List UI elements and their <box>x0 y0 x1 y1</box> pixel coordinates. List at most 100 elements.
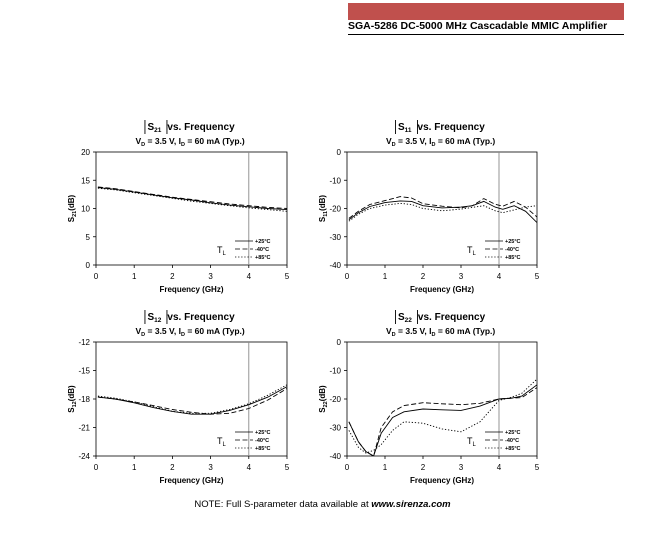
header-underline <box>348 34 624 35</box>
x-tick-label: 5 <box>535 272 540 281</box>
title-subscript: 11 <box>405 127 412 134</box>
legend-t-sub: L <box>223 251 227 257</box>
ylabel-s-letter: S <box>318 216 327 222</box>
x-tick-label: 4 <box>247 272 252 281</box>
title-abs-bar-left <box>395 120 396 134</box>
y-tick-label: -40 <box>329 452 341 461</box>
ylabel-unit: (dB) <box>318 195 327 211</box>
chart-subtitle: VD = 3.5 V, ID = 60 mA (Typ.) <box>386 326 495 338</box>
subtitle-vd-sub: D <box>141 142 145 148</box>
subtitle-v: V <box>136 136 142 146</box>
subtitle-main: = 3.5 V, I <box>145 326 181 336</box>
chart-title: S11 vs. Frequency <box>398 122 485 134</box>
title-abs-bar-right <box>417 310 418 324</box>
title-s-letter: S <box>148 122 155 133</box>
chart-title: S21 vs. Frequency <box>148 122 236 134</box>
ylabel-subscript: 21 <box>72 211 78 217</box>
footer-link[interactable]: www.sirenza.com <box>371 499 451 510</box>
title-abs-bar-left <box>395 310 396 324</box>
y-axis-label: S22(dB) <box>318 385 329 413</box>
subtitle-end: = 60 mA (Typ.) <box>435 136 495 146</box>
ylabel-s-letter: S <box>67 407 76 413</box>
y-tick-label: 0 <box>337 148 342 157</box>
legend-temperature-label: TL <box>467 436 477 448</box>
series-line-dotted <box>348 378 537 454</box>
x-tick-label: 2 <box>421 463 426 472</box>
ylabel-subscript: 11 <box>323 211 329 217</box>
title-subscript: 12 <box>154 317 162 324</box>
x-tick-label: 5 <box>535 463 540 472</box>
legend-temperature-label: TL <box>217 245 227 257</box>
x-tick-label: 1 <box>383 463 388 472</box>
subtitle-id-sub: D <box>181 332 185 338</box>
footer-note-text: NOTE: Full S-parameter data available at <box>194 499 372 510</box>
x-tick-label: 5 <box>285 463 290 472</box>
subtitle-end: = 60 mA (Typ.) <box>435 326 495 336</box>
title-suffix: vs. Frequency <box>167 122 235 133</box>
legend-label: +85°C <box>255 255 271 261</box>
y-tick-label: -24 <box>78 452 90 461</box>
subtitle-vd-sub: D <box>392 142 396 148</box>
subtitle-main: = 3.5 V, I <box>145 136 181 146</box>
x-tick-label: 4 <box>247 463 252 472</box>
legend-label: +25°C <box>505 430 521 436</box>
legend-temperature-label: TL <box>467 245 477 257</box>
y-tick-label: 0 <box>86 261 91 270</box>
y-tick-label: 20 <box>81 148 90 157</box>
title-abs-bar-right <box>417 120 418 134</box>
series-line-dashed <box>348 387 537 456</box>
x-tick-label: 3 <box>459 463 464 472</box>
ylabel-s-letter: S <box>318 407 327 413</box>
y-tick-label: -20 <box>329 205 341 214</box>
y-tick-label: 0 <box>337 338 342 347</box>
subtitle-vd-sub: D <box>392 332 396 338</box>
legend-t: T <box>467 245 473 255</box>
subtitle-main: = 3.5 V, I <box>396 136 432 146</box>
x-tick-label: 5 <box>285 272 290 281</box>
y-tick-label: 5 <box>86 233 91 242</box>
x-tick-label: 4 <box>497 463 502 472</box>
title-s-letter: S <box>398 122 405 133</box>
legend-t: T <box>217 436 223 446</box>
x-tick-label: 2 <box>170 463 175 472</box>
series-line-solid <box>97 187 287 211</box>
subtitle-id-sub: D <box>432 142 436 148</box>
x-axis-label: Frequency (GHz) <box>410 476 474 485</box>
x-tick-label: 2 <box>170 272 175 281</box>
y-tick-label: -10 <box>329 367 341 376</box>
page-header-title: SGA-5286 DC-5000 MHz Cascadable MMIC Amp… <box>348 20 608 32</box>
legend-temperature-label: TL <box>217 436 227 448</box>
y-tick-label: -30 <box>329 233 341 242</box>
y-tick-label: -20 <box>329 395 341 404</box>
legend-label: +85°C <box>505 446 521 452</box>
y-tick-label: 10 <box>81 205 90 214</box>
legend-label: +25°C <box>255 430 271 436</box>
legend-label: -40°C <box>505 438 519 444</box>
title-abs-bar-left <box>144 310 146 324</box>
title-subscript: 21 <box>154 127 162 134</box>
y-tick-label: 15 <box>81 176 90 185</box>
x-tick-label: 0 <box>94 463 99 472</box>
subtitle-vd-sub: D <box>141 332 145 338</box>
legend-label: -40°C <box>255 247 269 253</box>
x-tick-label: 1 <box>132 272 137 281</box>
x-tick-label: 3 <box>208 272 213 281</box>
title-abs-bar-left <box>144 120 146 134</box>
x-tick-label: 3 <box>208 463 213 472</box>
ylabel-s-letter: S <box>67 216 76 222</box>
title-subscript: 22 <box>405 317 413 324</box>
title-abs-bar-right <box>166 310 168 324</box>
header-accent-bar <box>348 3 624 20</box>
subtitle-end: = 60 mA (Typ.) <box>185 136 245 146</box>
x-tick-label: 4 <box>497 272 502 281</box>
series-line-solid <box>97 386 287 415</box>
x-tick-label: 0 <box>345 272 350 281</box>
chart-title: S22 vs. Frequency <box>398 312 486 324</box>
title-suffix: vs. Frequency <box>167 312 235 323</box>
y-tick-label: -10 <box>329 176 341 185</box>
y-axis-label: S21(dB) <box>67 194 78 222</box>
series-line-dotted <box>97 384 287 414</box>
